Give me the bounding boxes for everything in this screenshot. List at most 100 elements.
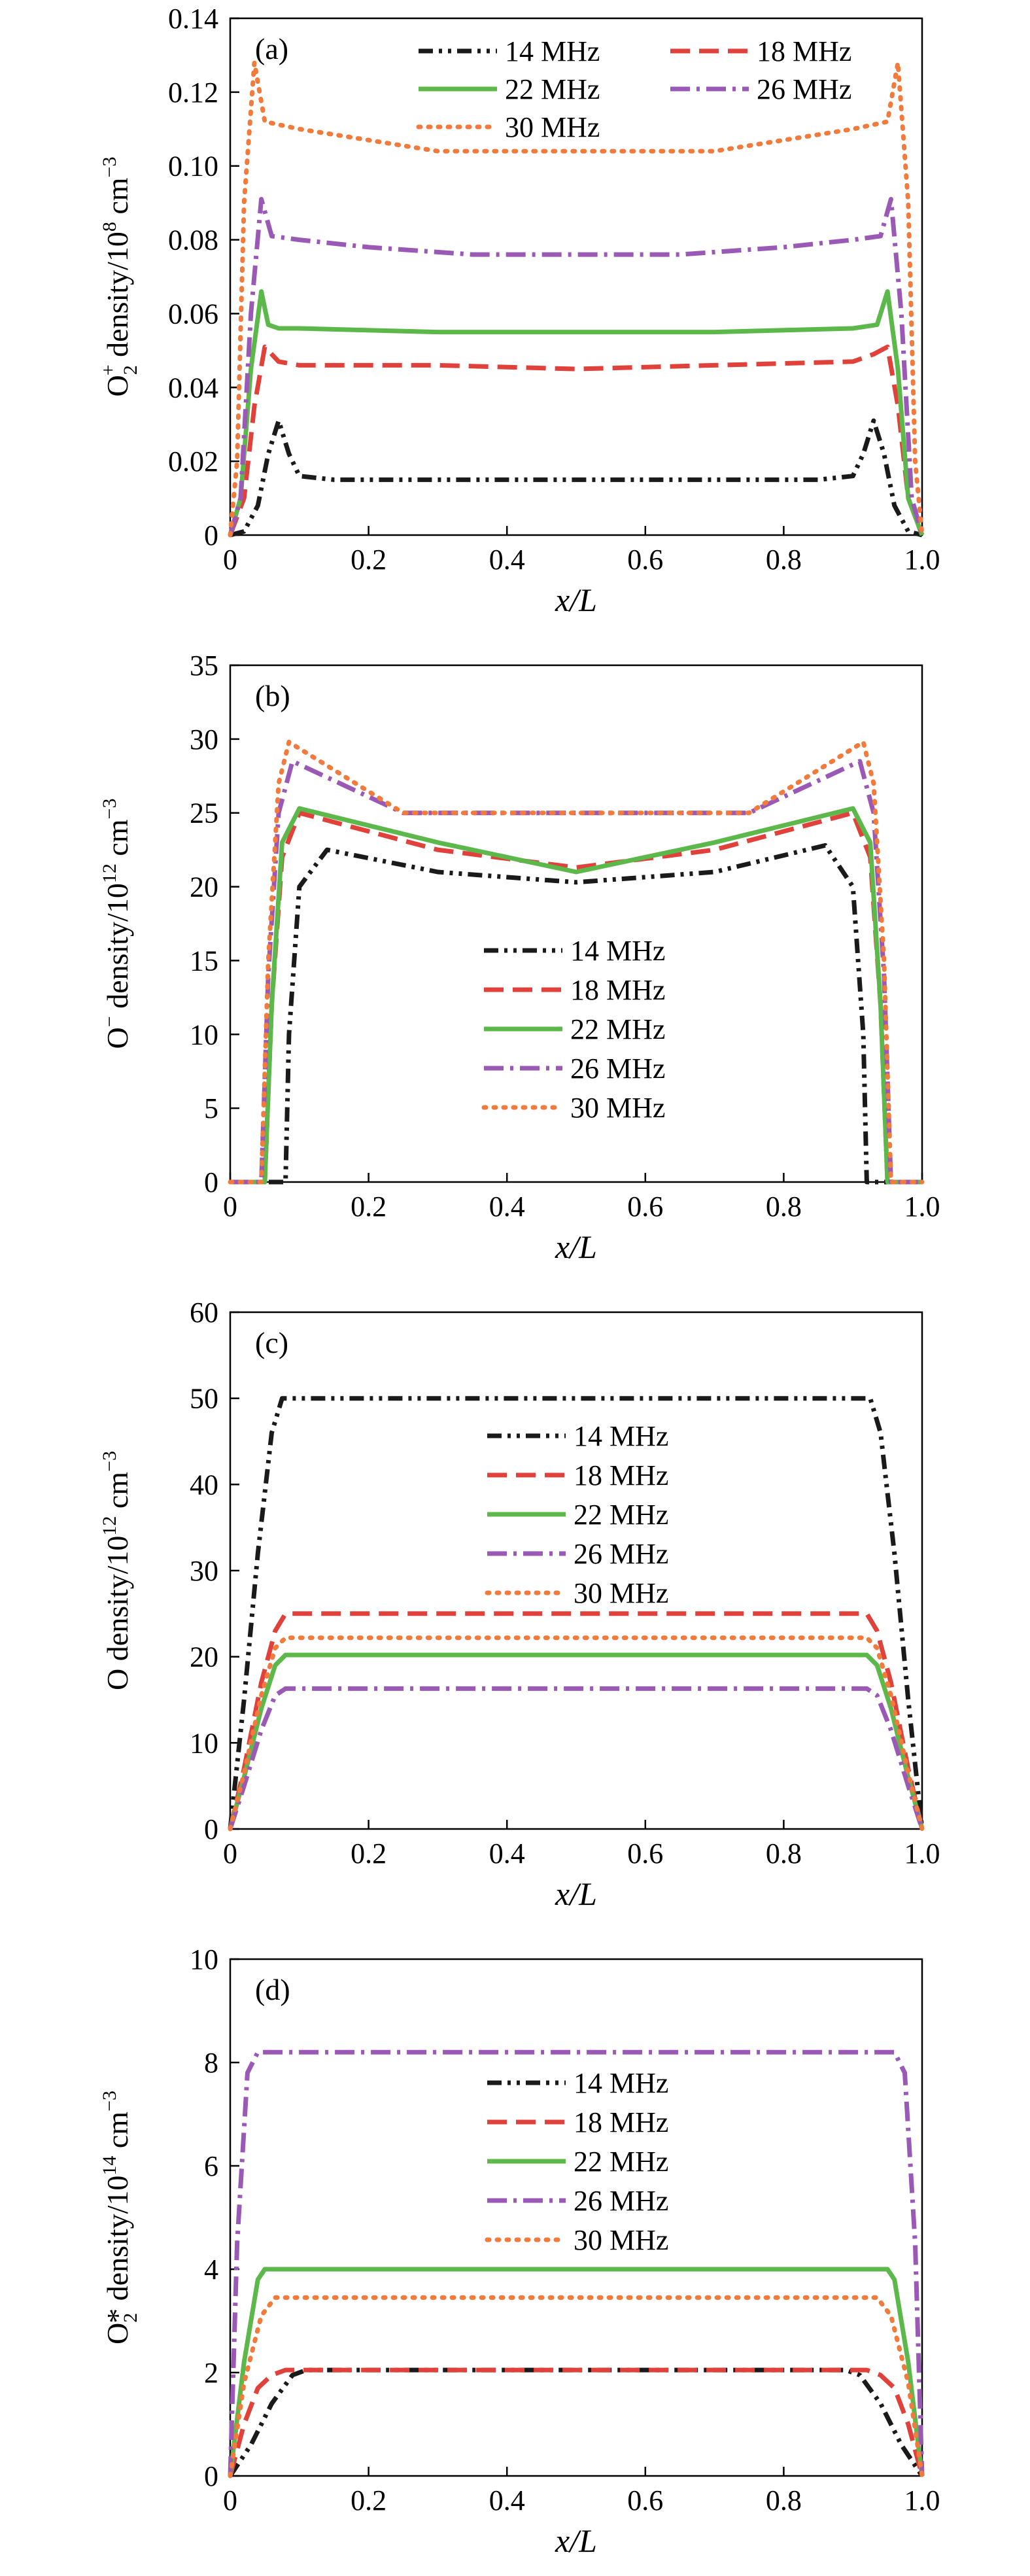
chart-panel-c: 0 0.2 0.4 0.6 0.8 1.0 0 10 20 30 40 50 60 (c) 14 MHz 18… <box>99 1297 940 1912</box>
x-tick-label: 0.2 <box>351 2484 386 2516</box>
x-tick-label: 0.4 <box>489 544 525 576</box>
legend-entry: 22 MHz <box>570 1013 665 1045</box>
series-line-30-mhz <box>228 1635 925 1832</box>
y-tick-label: 10 <box>190 1943 218 1976</box>
y-tick-label: 30 <box>190 1555 218 1587</box>
y-axis-label: O2+ density/108 cm−3 <box>97 157 141 397</box>
legend-entry: 26 MHz <box>570 1053 665 1085</box>
series-line-22-mhz <box>228 1652 925 1830</box>
x-tick-label: 0.6 <box>627 1191 663 1223</box>
chart-panel-d: 0 0.2 0.4 0.6 0.8 1.0 0 2 4 6 8 10 (d) 14 MHz 18 MHz 22… <box>99 1943 940 2559</box>
series-line-30-mhz <box>228 60 925 538</box>
legend-entry: 30 MHz <box>574 2224 668 2256</box>
x-tick-label: 0.2 <box>351 1191 386 1223</box>
y-tick-label: 0.10 <box>168 150 218 183</box>
y-tick-label: 8 <box>204 2047 218 2079</box>
plot-frame <box>229 1958 923 2477</box>
x-axis-label: x/L <box>555 2522 597 2559</box>
y-tick-label: 35 <box>190 650 218 682</box>
legend-entry: 18 MHz <box>574 1459 668 1491</box>
series-line-30-mhz <box>228 2295 925 2479</box>
x-tick-label: 0.4 <box>489 1837 525 1870</box>
legend-entry: 22 MHz <box>574 1499 668 1531</box>
legend-entry: 30 MHz <box>505 111 600 143</box>
y-tick-label: 40 <box>190 1469 218 1501</box>
y-tick-label: 25 <box>190 797 218 829</box>
y-axis-label: O density/1012 cm−3 <box>99 1451 134 1690</box>
plot-frame <box>229 1311 923 1830</box>
x-tick-label: 1.0 <box>904 1837 940 1870</box>
y-tick-label: 60 <box>190 1297 218 1329</box>
y-tick-label: 0.06 <box>168 298 218 330</box>
x-tick-label: 0.8 <box>766 1191 802 1223</box>
x-tick-label: 0.4 <box>489 2484 525 2516</box>
x-tick-label: 1.0 <box>904 544 940 576</box>
y-tick-label: 0.14 <box>168 3 218 35</box>
y-tick-label: 30 <box>190 723 218 756</box>
x-tick-label: 0.4 <box>489 1191 525 1223</box>
x-axis-label: x/L <box>555 1228 597 1265</box>
panel-label: (d) <box>255 1973 290 2006</box>
y-tick-label: 10 <box>190 1018 218 1051</box>
x-axis-label: x/L <box>555 1875 597 1912</box>
series-line-26-mhz <box>228 197 925 536</box>
series-line-22-mhz <box>228 289 925 536</box>
x-tick-label: 0.6 <box>627 1837 663 1870</box>
series-line-26-mhz <box>228 1686 925 1830</box>
series-line-30-mhz <box>228 739 925 1185</box>
legend-entry: 18 MHz <box>570 974 665 1006</box>
legend: 14 MHz 18 MHz 22 MHz 26 MHz 30 MHz <box>485 1420 668 1609</box>
chart-panel-a: 0 0.2 0.4 0.6 0.8 1.0 0 0.02 0.04 0.06 0.08 0.10 0.1… <box>97 3 940 618</box>
y-tick-label: 0 <box>204 519 218 551</box>
legend-entry: 14 MHz <box>574 1420 668 1452</box>
x-tick-label: 0 <box>223 544 237 576</box>
legend: 14 MHz 18 MHz 22 MHz 26 MHz 30 MHz <box>485 2067 668 2256</box>
y-tick-label: 20 <box>190 871 218 903</box>
legend-entry: 30 MHz <box>570 1092 665 1124</box>
x-tick-label: 0.2 <box>351 544 386 576</box>
panel-label: (b) <box>255 679 290 712</box>
y-axis-label: O2* density/1014 cm−3 <box>99 2091 141 2344</box>
y-tick-label: 0.02 <box>168 445 218 478</box>
legend-entry: 14 MHz <box>574 2067 668 2099</box>
panel-label: (a) <box>255 32 288 65</box>
plot-frame <box>229 664 923 1183</box>
y-tick-label: 2 <box>204 2357 218 2389</box>
legend-entry: 18 MHz <box>757 35 851 67</box>
x-tick-label: 0.6 <box>627 2484 663 2516</box>
y-axis-label: O− density/1012 cm−3 <box>99 799 134 1049</box>
x-tick-label: 1.0 <box>904 2484 940 2516</box>
legend-entry: 26 MHz <box>574 2185 668 2217</box>
x-tick-label: 0.8 <box>766 544 802 576</box>
y-tick-label: 10 <box>190 1727 218 1759</box>
y-tick-label: 15 <box>190 945 218 977</box>
y-tick-label: 0 <box>204 1166 218 1198</box>
x-tick-label: 0 <box>223 1837 237 1870</box>
y-tick-label: 5 <box>204 1092 218 1124</box>
x-tick-label: 0.8 <box>766 2484 802 2516</box>
x-tick-label: 0 <box>223 2484 237 2516</box>
y-tick-label: 0 <box>204 1813 218 1845</box>
y-tick-label: 0.04 <box>168 372 218 404</box>
legend-entry: 22 MHz <box>505 73 600 105</box>
series-line-22-mhz <box>228 2267 925 2477</box>
series-line-14-mhz <box>230 418 923 538</box>
x-tick-label: 1.0 <box>904 1191 940 1223</box>
legend-entry: 22 MHz <box>574 2146 668 2178</box>
y-tick-label: 4 <box>204 2254 218 2286</box>
x-axis-label: x/L <box>555 582 597 618</box>
series-line-14-mhz <box>228 2367 924 2477</box>
series-line-22-mhz <box>230 806 922 1185</box>
x-tick-label: 0.6 <box>627 544 663 576</box>
series-line-26-mhz <box>228 2049 925 2477</box>
legend-entry: 30 MHz <box>574 1577 668 1609</box>
series-line-18-mhz <box>228 2367 925 2477</box>
y-tick-label: 0 <box>204 2460 218 2492</box>
x-tick-label: 0.8 <box>766 1837 802 1870</box>
x-tick-label: 0.2 <box>351 1837 386 1870</box>
series-line-18-mhz <box>228 1611 925 1830</box>
y-tick-label: 20 <box>190 1641 218 1673</box>
y-tick-label: 50 <box>190 1383 218 1415</box>
legend-entry: 18 MHz <box>574 2106 668 2138</box>
